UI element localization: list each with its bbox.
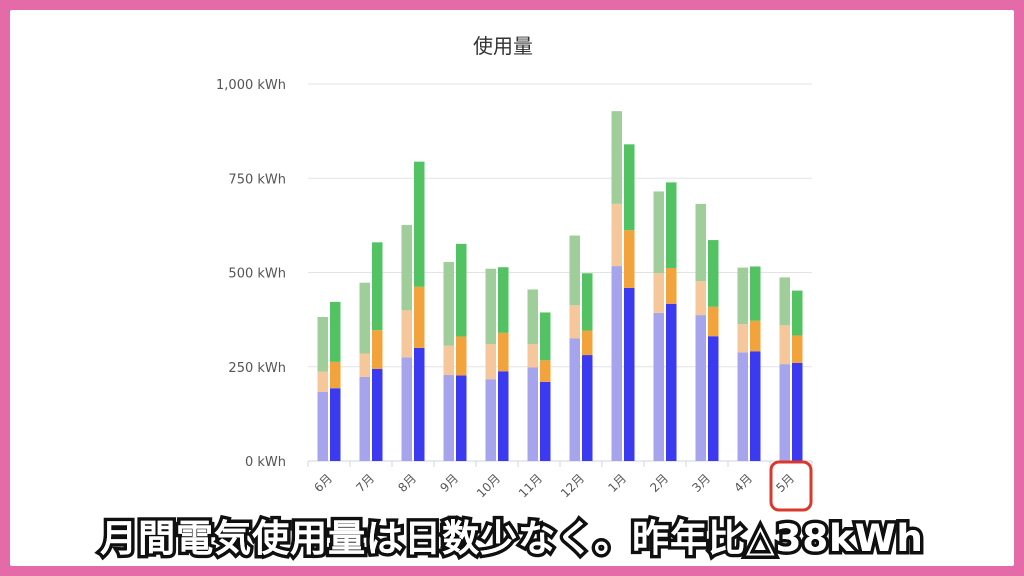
- x-tick-label: 9月: [437, 471, 461, 495]
- x-tick-label: 6月: [311, 471, 335, 495]
- bar-segment: [792, 290, 803, 336]
- bar-segment: [779, 277, 790, 326]
- bar-segment: [569, 305, 580, 339]
- x-tick-label: 8月: [395, 471, 419, 495]
- bar-segment: [498, 332, 509, 372]
- x-tick-label: 1月: [605, 471, 629, 495]
- bar-segment: [624, 144, 635, 231]
- bar-segment: [498, 267, 509, 333]
- bar-segment: [653, 312, 664, 461]
- bar-segment: [372, 242, 383, 331]
- bar-segment: [624, 287, 635, 461]
- bar-segment: [737, 267, 748, 325]
- bar-segment: [750, 266, 761, 321]
- bar-segment: [540, 360, 551, 382]
- bar-segment: [695, 315, 706, 461]
- caption-outline: 月間電気使用量は日数少なく。昨年比△38kWh: [97, 514, 927, 564]
- bar-segment: [330, 388, 341, 461]
- bar-segment: [792, 362, 803, 461]
- bar-segment: [401, 357, 412, 461]
- bar-segment: [443, 345, 454, 376]
- bar-segment: [485, 344, 496, 380]
- bar-segment: [414, 161, 425, 287]
- bar-segment: [695, 203, 706, 282]
- bar-segment: [456, 375, 467, 461]
- bar-segment: [372, 330, 383, 370]
- bar-segment: [485, 268, 496, 345]
- bar-segment: [527, 344, 538, 368]
- chart-frame: [10, 10, 1014, 566]
- bar-segment: [582, 273, 593, 331]
- bar-segment: [750, 351, 761, 461]
- bar-segment: [372, 369, 383, 461]
- bar-segment: [359, 353, 370, 377]
- bar-segment: [666, 182, 677, 268]
- y-tick-label: 0 kWh: [245, 455, 286, 470]
- bar-segment: [456, 336, 467, 376]
- bar-segment: [666, 267, 677, 304]
- bar-segment: [456, 243, 467, 337]
- x-tick-label: 2月: [647, 471, 671, 495]
- bar-segment: [666, 303, 677, 461]
- bar-segment: [401, 224, 412, 311]
- bar-segment: [359, 376, 370, 461]
- bar-segment: [414, 286, 425, 348]
- bar-segment: [330, 361, 341, 389]
- bar-segment: [569, 338, 580, 461]
- bar-segment: [582, 355, 593, 461]
- bar-segment: [359, 282, 370, 354]
- bar-segment: [443, 261, 454, 346]
- bar-segment: [708, 336, 719, 461]
- x-tick-label: 10月: [474, 471, 503, 500]
- bar-segment: [750, 320, 761, 352]
- bar-segment: [708, 306, 719, 337]
- bar-segment: [792, 335, 803, 363]
- bar-segment: [779, 325, 790, 365]
- bar-segment: [737, 324, 748, 353]
- bar-segment: [779, 364, 790, 461]
- bar-segment: [708, 240, 719, 307]
- bar-segment: [737, 352, 748, 461]
- caption-text: 月間電気使用量は日数少なく。昨年比△38kWh: [100, 517, 924, 560]
- y-tick-label: 750 kWh: [228, 172, 286, 187]
- bar-segment: [317, 392, 328, 461]
- bar-segment: [330, 301, 341, 362]
- x-tick-label: 11月: [516, 471, 545, 500]
- bar-segment: [540, 381, 551, 461]
- bar-segment: [527, 367, 538, 461]
- bar-segment: [317, 316, 328, 372]
- bar-segment: [414, 347, 425, 461]
- bar-segment: [624, 230, 635, 288]
- bar-segment: [611, 266, 622, 461]
- bar-segment: [611, 203, 622, 267]
- bar-segment: [653, 273, 664, 313]
- bar-segment: [485, 379, 496, 461]
- bar-segment: [611, 111, 622, 204]
- y-tick-label: 500 kWh: [228, 267, 286, 282]
- bar-segment: [582, 330, 593, 356]
- chart-title: 使用量: [473, 34, 533, 58]
- y-tick-label: 1,000 kWh: [216, 78, 286, 93]
- bar-segment: [569, 235, 580, 306]
- x-tick-label: 3月: [689, 471, 713, 495]
- bar-segment: [540, 312, 551, 361]
- x-tick-label: 12月: [558, 471, 587, 500]
- x-tick-label: 5月: [773, 471, 797, 495]
- y-tick-label: 250 kWh: [228, 361, 286, 376]
- x-tick-label: 7月: [353, 471, 377, 495]
- bar-segment: [527, 289, 538, 345]
- bar-segment: [653, 191, 664, 274]
- bar-segment: [443, 375, 454, 461]
- bar-segment: [401, 310, 412, 358]
- highlight-box: [769, 460, 813, 512]
- bar-segment: [695, 281, 706, 316]
- bar-segment: [317, 371, 328, 393]
- x-tick-label: 4月: [731, 471, 755, 495]
- bar-segment: [498, 371, 509, 461]
